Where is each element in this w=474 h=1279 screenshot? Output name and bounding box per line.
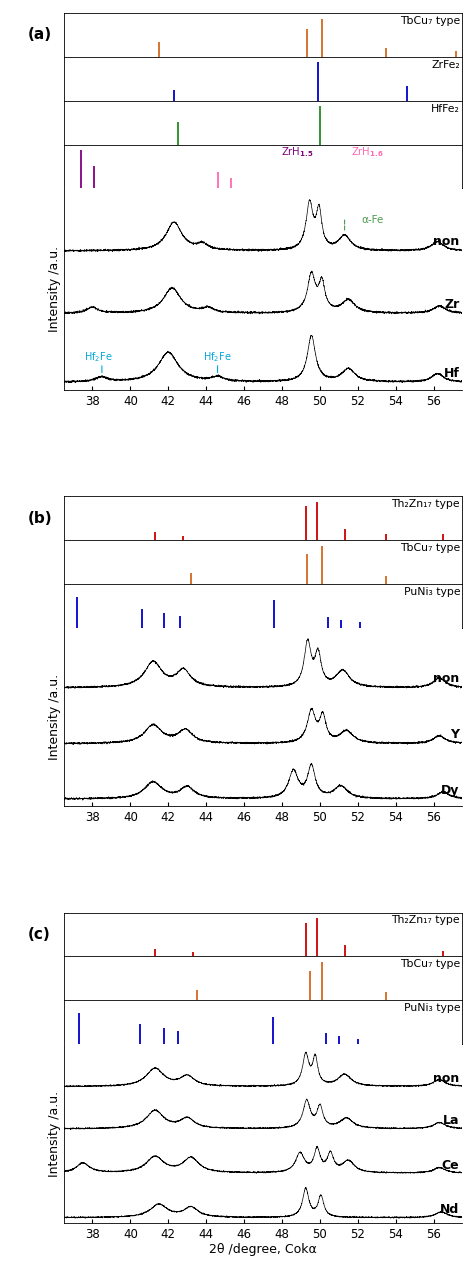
Text: HfFe₂: HfFe₂ [431, 104, 460, 114]
Text: non: non [433, 235, 459, 248]
Text: non: non [433, 1072, 459, 1085]
Y-axis label: Intensity /a.u.: Intensity /a.u. [48, 1091, 61, 1177]
Text: Nd: Nd [440, 1204, 459, 1216]
Text: non: non [433, 673, 459, 686]
Text: PuNi₃ type: PuNi₃ type [403, 1003, 460, 1013]
Text: Hf$_2$Fe: Hf$_2$Fe [203, 350, 232, 363]
Text: ZrH$_{\bf{1.5}}$: ZrH$_{\bf{1.5}}$ [281, 146, 313, 160]
Text: Dy: Dy [441, 784, 459, 797]
X-axis label: 2θ /degree, Cokα: 2θ /degree, Cokα [209, 1243, 317, 1256]
Text: (a): (a) [28, 27, 52, 42]
Text: PuNi₃ type: PuNi₃ type [403, 587, 460, 597]
Text: TbCu₇ type: TbCu₇ type [400, 959, 460, 969]
Text: (b): (b) [28, 510, 53, 526]
Text: Hf: Hf [444, 367, 459, 380]
Text: Th₂Zn₁₇ type: Th₂Zn₁₇ type [392, 916, 460, 926]
Text: Th₂Zn₁₇ type: Th₂Zn₁₇ type [392, 499, 460, 509]
Text: ZrFe₂: ZrFe₂ [431, 60, 460, 69]
Text: Ce: Ce [442, 1159, 459, 1172]
Text: ZrH$_{\bf{1.6}}$: ZrH$_{\bf{1.6}}$ [351, 146, 383, 160]
Text: TbCu₇ type: TbCu₇ type [400, 542, 460, 553]
Text: α-Fe: α-Fe [362, 215, 384, 225]
Text: Y: Y [450, 728, 459, 742]
Text: (c): (c) [28, 927, 51, 943]
Text: Zr: Zr [444, 298, 459, 311]
Y-axis label: Intensity /a.u.: Intensity /a.u. [48, 674, 61, 760]
Text: Hf$_2$Fe: Hf$_2$Fe [84, 350, 112, 363]
Y-axis label: Intensity /a.u.: Intensity /a.u. [48, 246, 61, 333]
Text: La: La [443, 1114, 459, 1127]
Text: TbCu₇ type: TbCu₇ type [400, 15, 460, 26]
